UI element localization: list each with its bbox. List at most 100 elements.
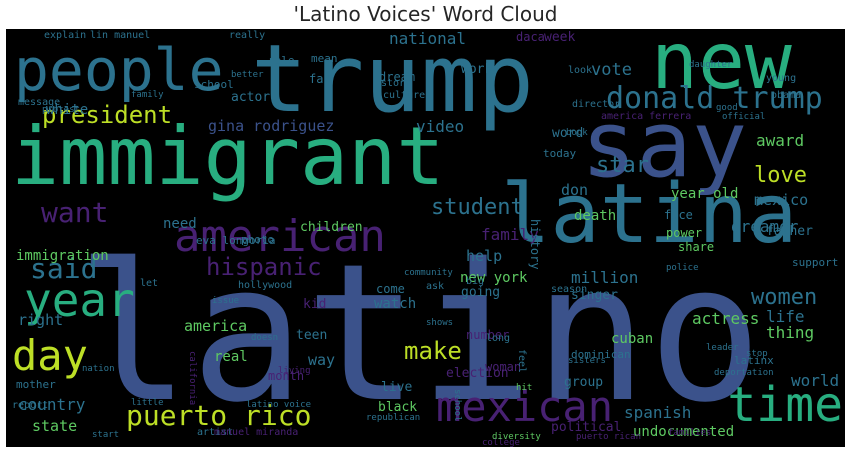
cloud-word-81: mean [311, 52, 338, 65]
cloud-word-77: dream [379, 70, 416, 84]
cloud-word-48: year old [671, 186, 739, 202]
cloud-word-3: new [651, 29, 792, 107]
cloud-word-41: actress [692, 309, 760, 328]
cloud-word-93: explain [44, 30, 87, 41]
cloud-word-82: role [268, 54, 295, 67]
cloud-word-107: message [18, 97, 61, 108]
cloud-word-104: big [466, 276, 485, 287]
cloud-word-84: story [381, 78, 412, 89]
cloud-word-21: make [404, 337, 462, 365]
cloud-word-91: report [12, 400, 49, 411]
cloud-word-139: family [131, 90, 164, 100]
cloud-word-105: let [140, 278, 159, 289]
cloud-word-96: america ferrera [601, 111, 692, 122]
cloud-word-34: undocumented [633, 424, 735, 440]
cloud-word-52: children [300, 220, 363, 235]
cloud-word-14: president [42, 101, 173, 129]
cloud-word-132: issue [212, 296, 240, 306]
cloud-word-29: national [389, 29, 467, 48]
cloud-word-95: manuel miranda [214, 427, 299, 438]
cloud-word-118: doesn [251, 333, 279, 343]
cloud-word-24: family [481, 225, 539, 244]
cloud-word-101: really [229, 30, 266, 41]
cloud-word-63: cuban [611, 331, 654, 347]
cloud-word-85: director [572, 99, 621, 110]
cloud-word-100: photo [241, 233, 275, 246]
cloud-word-88: word [552, 126, 584, 141]
cloud-word-134: living [278, 366, 311, 376]
cloud-word-7: american [174, 211, 386, 262]
cloud-word-20: student [431, 195, 524, 220]
cloud-word-122: season [551, 284, 588, 295]
cloud-word-57: history [528, 219, 542, 270]
cloud-word-53: eva longoria [196, 234, 276, 247]
cloud-word-76: daca [516, 30, 545, 44]
cloud-word-103: ask [426, 281, 445, 292]
cloud-word-138: little [131, 398, 164, 408]
cloud-word-45: america [184, 317, 248, 335]
cloud-word-87: dominican [571, 348, 631, 361]
cloud-word-49: death [574, 208, 617, 224]
cloud-word-61: election [446, 366, 509, 381]
cloud-word-19: women [751, 285, 818, 310]
cloud-word-80: school [194, 78, 234, 91]
cloud-word-83: culture [383, 90, 426, 101]
cloud-word-108: look [568, 65, 593, 76]
cloud-word-110: collège [482, 438, 520, 448]
cloud-word-35: world [791, 371, 840, 390]
cloud-word-124: good [716, 103, 738, 113]
cloud-word-51: need [163, 216, 197, 232]
cloud-word-37: help [466, 247, 503, 265]
cloud-word-38: dreamer [731, 217, 799, 236]
cloud-word-120: police [666, 263, 699, 273]
cloud-word-6: people [14, 36, 224, 104]
cloud-word-39: new york [460, 270, 528, 286]
cloud-word-73: kid [303, 297, 327, 312]
cloud-word-97: young [766, 73, 797, 84]
cloud-word-5: latina [501, 167, 798, 262]
cloud-word-67: month [268, 369, 305, 383]
cloud-word-46: mexico [754, 191, 809, 209]
cloud-word-26: video [416, 117, 465, 136]
cloud-word-56: face [664, 208, 693, 222]
cloud-word-102: long [486, 333, 511, 344]
cloud-word-16: hispanic [206, 253, 322, 281]
cloud-word-2: immigrant [11, 110, 445, 203]
cloud-word-126: protest [42, 105, 80, 115]
cloud-word-135: stop [746, 349, 768, 359]
cloud-word-92: artist [197, 427, 234, 438]
cloud-word-74: week [544, 30, 576, 45]
cloud-word-89: today [543, 147, 577, 160]
cloud-word-123: daughter [689, 60, 733, 70]
cloud-word-0: latino [76, 223, 763, 444]
cloud-word-8: year [24, 273, 135, 327]
cloud-word-66: real [214, 349, 248, 365]
cloud-word-115: deportation [714, 368, 774, 378]
cloud-word-58: live [381, 380, 413, 395]
cloud-word-59: black [378, 400, 418, 415]
cloud-word-25: award [756, 131, 805, 150]
cloud-word-127: republican [366, 413, 421, 423]
cloud-word-31: country [18, 395, 86, 414]
cloud-word-90: mother [16, 378, 56, 391]
cloud-word-4: say [581, 91, 748, 198]
cloud-word-117: hollywood [238, 280, 293, 291]
cloud-word-111: diversity [492, 432, 541, 442]
cloud-word-44: thing [766, 323, 815, 342]
cloud-word-9: time [727, 377, 843, 433]
cloud-word-22: star [596, 153, 649, 178]
cloud-word-10: mexican [436, 382, 614, 431]
cloud-word-114: official [722, 112, 766, 122]
cloud-word-23: immigration [16, 248, 109, 264]
cloud-word-11: day [12, 331, 88, 380]
cloud-word-69: number [466, 328, 510, 342]
cloud-word-64: way [308, 351, 336, 369]
cloud-word-131: nation [82, 364, 115, 374]
cloud-word-60: political [551, 420, 622, 435]
cloud-word-27: gina rodriguez [208, 117, 335, 135]
cloud-word-109: hit [516, 383, 533, 393]
cloud-word-42: watch [374, 296, 417, 312]
cloud-word-17: want [41, 196, 109, 229]
cloud-word-70: going [461, 285, 501, 300]
cloud-word-128: latino voice [246, 400, 312, 410]
